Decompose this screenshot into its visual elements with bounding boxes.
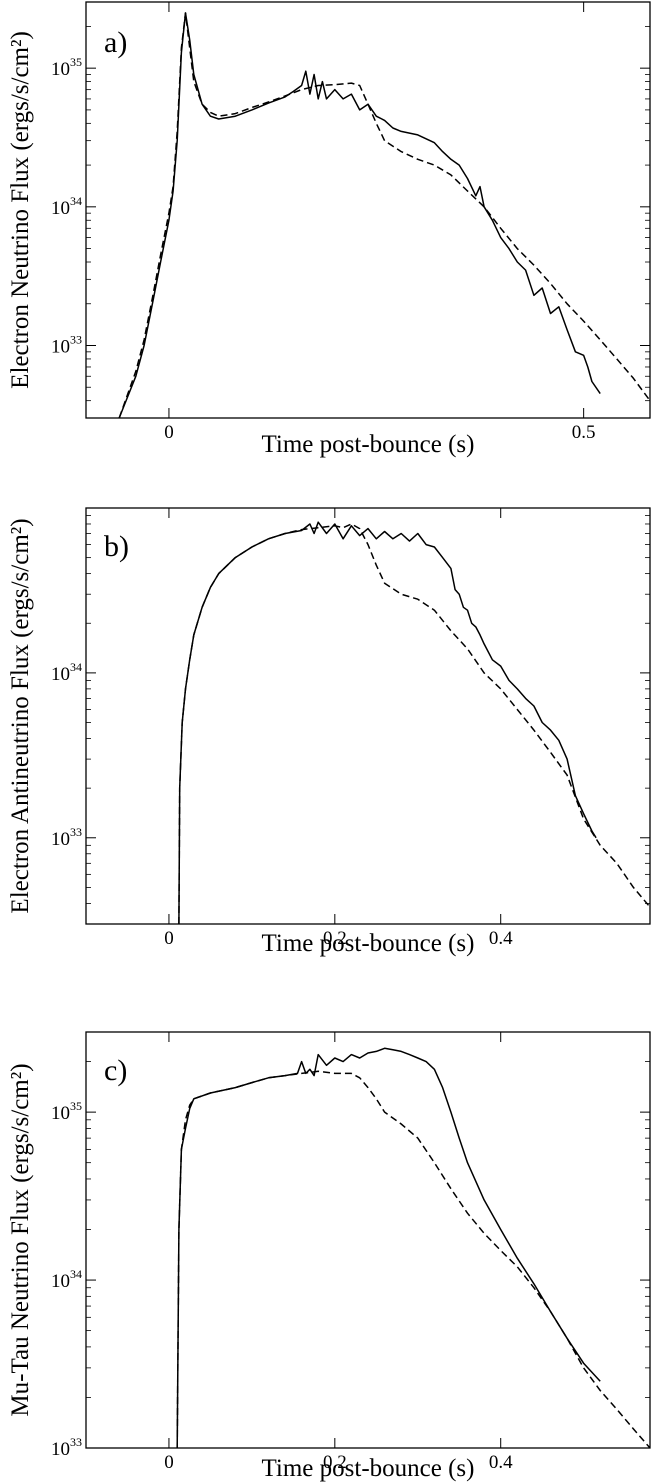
y-tick-exponent: 34 [70,660,82,674]
y-tick-mantissa: 10 [51,198,70,219]
x-tick-label: 0.2 [323,928,347,949]
y-tick-label: 1034 [51,660,82,685]
y-tick-label: 1033 [51,332,82,357]
y-axis-label: Electron Antineutrino Flux (ergs/s/cm²) [7,518,34,913]
y-tick-exponent: 34 [70,1267,82,1281]
y-tick-mantissa: 10 [51,59,70,80]
y-tick-mantissa: 10 [51,1103,70,1124]
series-line-dashed [178,523,651,925]
y-tick-exponent: 34 [70,194,82,208]
y-tick-label: 1033 [51,1435,82,1460]
series-line-solid [178,521,597,925]
plot-frame [85,507,651,925]
x-tick-label: 0 [164,928,174,949]
y-tick-mantissa: 10 [51,829,70,850]
x-tick-label: 0 [164,1452,174,1473]
y-tick-exponent: 35 [70,55,82,69]
y-tick-exponent: 33 [70,825,82,839]
y-tick-mantissa: 10 [51,664,70,685]
panel-label: c) [104,1054,127,1087]
plot-frame [85,1,651,419]
x-axis-label: Time post-bounce (s) [262,930,475,957]
x-tick-label: 0 [164,422,174,443]
panel-label: b) [104,530,129,563]
y-tick-mantissa: 10 [51,336,70,357]
y-tick-mantissa: 10 [51,1439,70,1460]
y-tick-label: 1034 [51,1267,82,1292]
y-tick-exponent: 35 [70,1099,82,1113]
y-tick-mantissa: 10 [51,1271,70,1292]
series-line-solid [176,1047,601,1449]
y-axis-label: Mu-Tau Neutrino Flux (ergs/s/cm²) [7,1063,34,1416]
panel-label: a) [104,26,127,59]
x-tick-label: 0.2 [323,1452,347,1473]
y-tick-label: 1034 [51,194,82,219]
x-axis-label: Time post-bounce (s) [262,431,475,458]
y-tick-exponent: 33 [70,1435,82,1449]
x-tick-label: 0.4 [489,928,513,949]
series-line-dashed [118,12,651,419]
y-tick-exponent: 33 [70,332,82,346]
y-axis-label: Electron Neutrino Flux (ergs/s/cm²) [7,31,34,389]
y-tick-label: 1035 [51,1099,82,1124]
x-tick-label: 0.5 [572,422,596,443]
y-tick-label: 1035 [51,55,82,80]
x-tick-label: 0.4 [489,1452,513,1473]
y-tick-label: 1033 [51,825,82,850]
x-axis-label: Time post-bounce (s) [262,1455,475,1482]
series-line-solid [118,12,601,419]
plot-frame [85,1031,651,1449]
series-line-dashed [176,1070,651,1449]
